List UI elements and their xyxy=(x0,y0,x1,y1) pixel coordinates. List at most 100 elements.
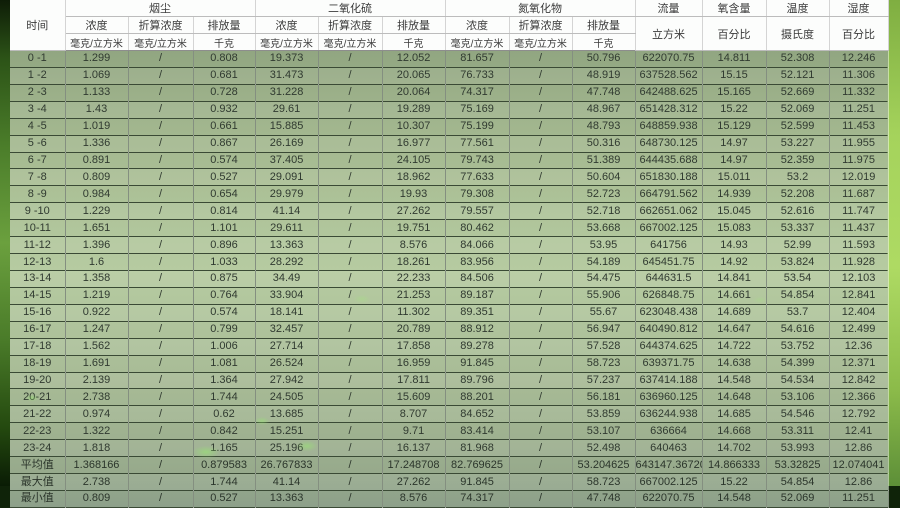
data-cell: / xyxy=(128,372,194,390)
data-cell: / xyxy=(318,321,383,339)
time-cell: 7 -8 xyxy=(10,168,66,187)
data-cell: 89.796 xyxy=(445,372,510,390)
time-cell: 2 -3 xyxy=(10,84,66,102)
data-cell: 12.86 xyxy=(829,473,889,491)
sub-header: 排放量 xyxy=(572,16,636,34)
data-cell: 0.728 xyxy=(193,84,256,102)
table-row: 20-21 2.738/1.744 24.505/15.609 88.201/56.1… xyxy=(10,388,889,407)
data-cell: 11.437 xyxy=(829,219,889,238)
data-cell: 50.316 xyxy=(572,135,636,153)
data-cell: 8.576 xyxy=(382,490,446,508)
data-cell: / xyxy=(509,490,573,508)
time-cell: 最小值 xyxy=(10,490,66,508)
data-cell: 54.616 xyxy=(766,321,830,339)
data-cell: 0.922 xyxy=(65,304,129,322)
table-row: 0 -1 1.299/0.808 19.373/12.052 81.657/50.79… xyxy=(10,50,889,68)
data-cell: 9.71 xyxy=(382,422,446,441)
data-cell: 15.251 xyxy=(255,422,319,441)
data-cell: 1.019 xyxy=(65,118,129,136)
data-cell: 14.92 xyxy=(702,253,767,271)
data-cell: 34.49 xyxy=(255,270,319,288)
data-cell: 16.977 xyxy=(382,135,446,153)
data-cell: 52.208 xyxy=(766,185,830,204)
time-cell: 17-18 xyxy=(10,338,66,356)
pollution-data-table: 时间 烟尘 二氧化硫 氮氧化物 流量 氧含量 温度 湿度 浓度 折算浓度 排放量 浓度 折算浓度 排放量浓… xyxy=(10,0,889,508)
data-cell: 24.105 xyxy=(382,152,446,170)
table-row: 15-16 0.922/0.574 18.141/11.302 89.351/55.6… xyxy=(10,304,889,322)
data-cell: 11.302 xyxy=(382,304,446,322)
data-cell: 1.006 xyxy=(193,338,256,356)
table-row: 2 -3 1.133/0.728 31.228/20.064 74.317/47.74… xyxy=(10,84,889,102)
data-cell: 622070.75 xyxy=(635,50,703,68)
data-cell: 644374.625 xyxy=(635,338,703,356)
data-cell: 57.237 xyxy=(572,372,636,390)
time-cell: 11-12 xyxy=(10,236,66,255)
data-cell: 11.306 xyxy=(829,67,889,85)
data-cell: 667002.125 xyxy=(635,219,703,238)
data-cell: 644435.688 xyxy=(635,152,703,170)
data-cell: 52.669 xyxy=(766,84,830,102)
data-cell: 29.091 xyxy=(255,168,319,187)
sub-header: 浓度 xyxy=(255,16,319,34)
data-cell: / xyxy=(509,135,573,153)
data-cell: 12.019 xyxy=(829,168,889,187)
data-cell: 2.738 xyxy=(65,473,129,491)
data-cell: 0.809 xyxy=(65,168,129,187)
data-cell: 53.668 xyxy=(572,219,636,238)
data-cell: 0.896 xyxy=(193,236,256,255)
data-cell: / xyxy=(509,84,573,102)
data-cell: 15.15 xyxy=(702,67,767,85)
group-header-1: 二氧化硫 xyxy=(255,0,446,17)
data-cell: 20.064 xyxy=(382,84,446,102)
data-cell: 55.67 xyxy=(572,304,636,322)
data-cell: / xyxy=(318,270,383,288)
data-cell: 79.743 xyxy=(445,152,510,170)
table-row: 11-12 1.396/0.896 13.363/8.576 84.066/53.95… xyxy=(10,236,889,255)
data-cell: 83.414 xyxy=(445,422,510,441)
data-cell: 52.359 xyxy=(766,152,830,170)
table-row: 3 -4 1.43/0.932 29.61/19.289 75.169/48.967 6… xyxy=(10,101,889,119)
data-cell: 48.967 xyxy=(572,101,636,119)
data-cell: 84.066 xyxy=(445,236,510,255)
data-cell: 15.885 xyxy=(255,118,319,136)
data-cell: 0.842 xyxy=(193,422,256,441)
data-cell: 91.845 xyxy=(445,355,510,373)
data-cell: 12.246 xyxy=(829,50,889,68)
data-cell: 84.506 xyxy=(445,270,510,288)
time-cell: 最大值 xyxy=(10,473,66,491)
data-cell: 24.505 xyxy=(255,388,319,407)
table-row: 7 -8 0.809/0.527 29.091/18.962 77.633/50.60… xyxy=(10,168,889,187)
sub-header: 排放量 xyxy=(382,16,446,34)
data-cell: 14.97 xyxy=(702,135,767,153)
unit-header: 毫克/立方米 xyxy=(255,33,319,51)
data-cell: / xyxy=(128,490,194,508)
data-cell: 14.93 xyxy=(702,236,767,255)
data-cell: / xyxy=(509,152,573,170)
data-cell: 52.99 xyxy=(766,236,830,255)
data-cell: 53.337 xyxy=(766,219,830,238)
unit-header: 千克 xyxy=(382,33,446,51)
data-cell: 14.841 xyxy=(702,270,767,288)
data-cell: 19.93 xyxy=(382,185,446,204)
data-cell: 32.457 xyxy=(255,321,319,339)
data-cell: / xyxy=(128,456,194,475)
right-scrollbar-strip[interactable] xyxy=(887,0,900,486)
time-cell: 10-11 xyxy=(10,219,66,238)
data-cell: 0.891 xyxy=(65,152,129,170)
data-cell: / xyxy=(509,101,573,119)
data-cell: 12.842 xyxy=(829,372,889,390)
data-cell: / xyxy=(128,84,194,102)
data-cell: / xyxy=(318,253,383,271)
data-cell: 75.169 xyxy=(445,101,510,119)
data-cell: 58.723 xyxy=(572,355,636,373)
data-cell: 54.399 xyxy=(766,355,830,373)
data-cell: 11.593 xyxy=(829,236,889,255)
data-cell: 55.906 xyxy=(572,287,636,305)
data-cell: 15.165 xyxy=(702,84,767,102)
data-cell: / xyxy=(128,439,194,458)
data-cell: 52.616 xyxy=(766,202,830,221)
time-cell: 16-17 xyxy=(10,321,66,339)
data-cell: 12.052 xyxy=(382,50,446,68)
data-cell: 0.974 xyxy=(65,405,129,424)
data-cell: 29.611 xyxy=(255,219,319,238)
